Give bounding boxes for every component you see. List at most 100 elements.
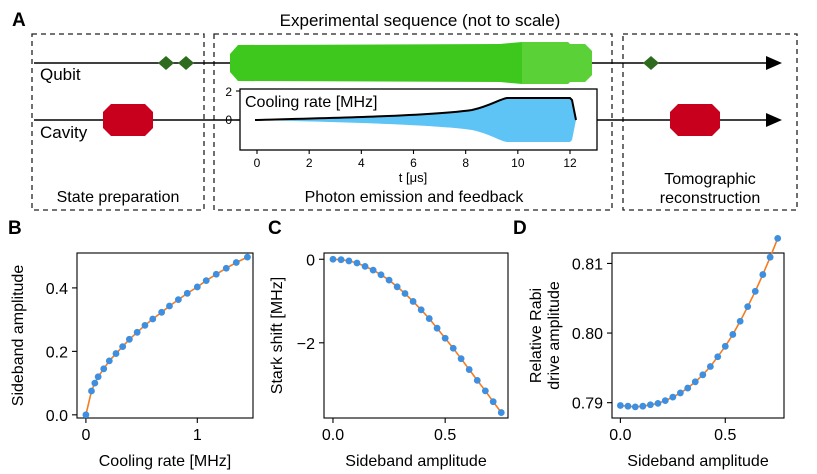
inset-xlabel: t [μs] [399, 170, 427, 185]
x-tick-label: 0.0 [609, 427, 631, 444]
plot-frame [611, 252, 785, 419]
panel-a-letter: A [12, 10, 26, 31]
data-point [766, 253, 774, 261]
qubit-label: Qubit [40, 65, 81, 84]
inset-xtick-label: 6 [410, 156, 417, 170]
data-point [624, 402, 632, 410]
y-tick-label: −2 [297, 336, 315, 353]
panel-d-letter: D [513, 218, 527, 239]
data-point [676, 389, 684, 397]
x-tick-label: 0.0 [322, 427, 344, 444]
panel-c-letter: C [268, 218, 282, 239]
inset-xtick-label: 10 [511, 156, 525, 170]
x-axis-label: Sideband amplitude [345, 453, 487, 470]
plot-frame [76, 252, 254, 419]
data-point [616, 402, 624, 409]
data-point [684, 384, 692, 392]
panel-d-chart: 0.0 0.5 0.81 0.80 0.79 Sideband amplitude Rela… [528, 234, 785, 470]
inset-ytick-label: 0 [225, 113, 232, 127]
x-tick-label: 0.5 [434, 427, 456, 444]
cooling-rate-curve [254, 97, 577, 121]
data-point [158, 308, 166, 316]
data-point [706, 363, 714, 370]
state-preparation-label: State preparation [57, 189, 180, 206]
fit-line [85, 256, 248, 415]
y-tick-label: 0.79 [572, 396, 603, 413]
cavity-label: Cavity [40, 123, 88, 142]
qubit-arrowhead [766, 56, 782, 70]
data-point [401, 290, 409, 297]
cavity-arrowhead [766, 113, 782, 127]
data-point [774, 234, 782, 242]
x-tick-label: 0 [81, 427, 90, 444]
inset-ytick-label: 2 [225, 85, 232, 99]
data-point [112, 350, 120, 357]
y-axis-label: Sideband amplitude [10, 265, 27, 407]
x-tick-label: 1 [193, 427, 202, 444]
photon-emission-label: Photon emission and feedback [305, 189, 525, 206]
sequence-title: Experimental sequence (not to scale) [280, 11, 561, 30]
data-point [721, 342, 729, 350]
data-point [639, 402, 647, 410]
data-point [751, 287, 759, 295]
reconstruction-label: reconstruction [660, 190, 761, 207]
photon-emission-box [213, 33, 613, 211]
data-point [166, 302, 173, 310]
inset-xtick-label: 0 [254, 156, 261, 170]
data-point [729, 331, 737, 338]
data-point [465, 366, 473, 373]
qubit-pulse-marker [178, 56, 194, 70]
data-point [691, 378, 699, 386]
data-point [699, 371, 707, 379]
y-axis-label: Relative Rabi [528, 288, 545, 383]
inset-xtick-label: 2 [306, 156, 313, 170]
panel-b-chart: 0 1 0.0 0.2 0.4 Cooling rate [MHz] Sideband am… [10, 252, 254, 470]
panel-b-letter: B [8, 218, 22, 239]
y-tick-label: 0.80 [572, 326, 603, 343]
y-axis-label: drive amplitude [546, 281, 563, 390]
data-point [345, 257, 353, 265]
data-point [125, 335, 133, 343]
data-point [202, 277, 210, 285]
data-point [425, 315, 433, 322]
data-point [441, 334, 449, 342]
data-point [100, 365, 108, 373]
data-point [449, 344, 457, 352]
data-point [489, 398, 497, 406]
data-point [736, 317, 744, 325]
data-point [94, 373, 102, 381]
data-point [661, 397, 669, 404]
inset-xtick-label: 4 [358, 156, 365, 170]
data-point [353, 259, 361, 267]
data-point [646, 401, 654, 409]
data-point [473, 377, 481, 384]
data-point [82, 411, 90, 419]
inset-x-axis: 0 2 4 6 8 10 12 [254, 150, 577, 170]
qubit-drive-pulse [230, 42, 592, 84]
data-point [393, 283, 401, 291]
data-point [361, 262, 369, 270]
x-axis-label: Sideband amplitude [627, 453, 769, 470]
data-point [232, 259, 240, 266]
data-point [631, 403, 639, 411]
qubit-pulse-marker [643, 56, 659, 70]
data-point [385, 276, 393, 284]
data-point [193, 283, 201, 291]
cavity-prep-pulse [103, 104, 153, 136]
y-tick-label: 0 [306, 252, 315, 269]
data-point [88, 387, 95, 395]
x-axis-label: Cooling rate [MHz] [99, 453, 232, 470]
qubit-drive-pulse-tail [522, 42, 592, 84]
data-point [457, 355, 465, 363]
data-point [417, 306, 425, 314]
data-point [409, 298, 417, 305]
data-point [497, 409, 505, 416]
data-point [337, 256, 345, 264]
qubit-pulse-marker [158, 56, 174, 70]
y-tick-label: 0.2 [46, 344, 68, 361]
data-point [133, 328, 141, 336]
tomographic-label: Tomographic [664, 171, 756, 188]
tomography-box [622, 33, 798, 211]
y-tick-label: 0.81 [572, 256, 603, 273]
data-point [174, 296, 182, 304]
